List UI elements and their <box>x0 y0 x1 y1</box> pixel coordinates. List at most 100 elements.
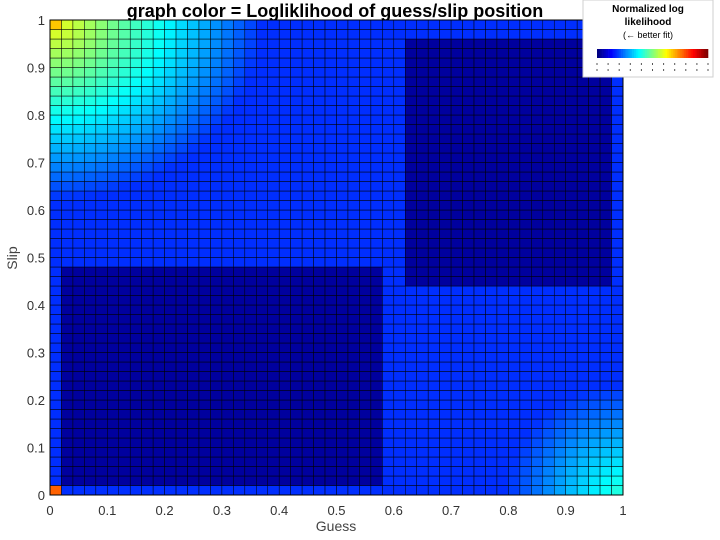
heatmap-cell <box>370 333 383 344</box>
heatmap-cell <box>95 95 108 106</box>
heatmap-cell <box>278 76 291 87</box>
heatmap-cell <box>336 276 349 287</box>
heatmap-cell <box>542 19 555 30</box>
heatmap-cell <box>347 162 360 173</box>
heatmap-cell <box>485 276 498 287</box>
heatmap-cell <box>553 105 566 116</box>
heatmap-cell <box>107 323 120 334</box>
heatmap-cell <box>588 447 601 458</box>
heatmap-cell <box>313 238 326 249</box>
heatmap-cell <box>519 399 532 410</box>
heatmap-cell <box>49 133 62 144</box>
heatmap-cell <box>531 323 544 334</box>
heatmap-cell <box>301 428 314 439</box>
heatmap-cell <box>462 390 475 401</box>
x-axis-label: Guess <box>316 518 356 534</box>
heatmap-cell <box>107 38 120 49</box>
heatmap-cell <box>496 466 509 477</box>
heatmap-cell <box>278 29 291 40</box>
heatmap-cell <box>256 67 268 78</box>
heatmap-cell <box>129 219 142 230</box>
heatmap-cell <box>347 437 360 448</box>
heatmap-cell <box>336 323 349 334</box>
heatmap-cell <box>393 314 406 325</box>
heatmap-cell <box>233 238 246 249</box>
heatmap-cell <box>324 48 337 59</box>
heatmap-cell <box>565 428 578 439</box>
heatmap-cell <box>359 323 372 334</box>
heatmap-cell <box>84 295 97 306</box>
legend-color-step <box>617 49 620 58</box>
heatmap-cell <box>485 371 498 382</box>
heatmap-cell <box>267 57 280 68</box>
heatmap-cell <box>427 333 440 344</box>
heatmap-cell <box>244 200 257 211</box>
heatmap-cell <box>542 67 555 78</box>
heatmap-cell <box>164 285 177 296</box>
legend-tick-mark <box>629 69 631 71</box>
heatmap-cell <box>61 105 74 116</box>
heatmap-cell <box>129 295 142 306</box>
heatmap-cell <box>49 19 62 30</box>
heatmap-cell <box>256 456 268 467</box>
heatmap-cell <box>439 19 452 30</box>
heatmap-cell <box>256 342 268 353</box>
heatmap-cell <box>278 390 291 401</box>
heatmap-cell <box>382 447 395 458</box>
heatmap-cell <box>439 428 452 439</box>
heatmap-cell <box>496 152 509 163</box>
heatmap-cell <box>49 276 62 287</box>
heatmap-cell <box>72 257 85 268</box>
heatmap-cell <box>576 228 589 239</box>
legend-color-step <box>682 49 685 58</box>
heatmap-cell <box>129 485 142 496</box>
heatmap-cell <box>267 114 280 125</box>
heatmap-cell <box>324 257 337 268</box>
heatmap-cell <box>61 437 74 448</box>
heatmap-cell <box>129 133 142 144</box>
heatmap-cell <box>95 361 108 372</box>
heatmap-cell <box>164 437 177 448</box>
heatmap-cell <box>565 485 578 496</box>
heatmap-cell <box>49 352 62 363</box>
heatmap-cell <box>118 114 131 125</box>
heatmap-cell <box>485 323 498 334</box>
heatmap-cell <box>382 29 395 40</box>
heatmap-cell <box>267 475 280 486</box>
heatmap-cell <box>542 437 555 448</box>
legend-color-step <box>687 49 690 58</box>
heatmap-cell <box>611 209 624 220</box>
heatmap-cell <box>221 209 234 220</box>
heatmap-cell <box>107 418 120 429</box>
heatmap-cell <box>439 409 452 420</box>
legend-color-step <box>604 49 607 58</box>
heatmap-cell <box>450 466 463 477</box>
heatmap-cell <box>244 390 257 401</box>
heatmap-cell <box>588 105 601 116</box>
heatmap-cell <box>198 456 211 467</box>
heatmap-cell <box>233 67 246 78</box>
heatmap-cell <box>496 409 509 420</box>
heatmap-cell <box>599 361 612 372</box>
heatmap-cell <box>221 76 234 87</box>
legend-tick-marks <box>596 63 709 71</box>
heatmap-cell <box>588 295 601 306</box>
heatmap-cell <box>290 266 303 277</box>
heatmap-cell <box>198 447 211 458</box>
heatmap-cell <box>542 276 555 287</box>
heatmap-cell <box>565 48 578 59</box>
heatmap-cell <box>519 409 532 420</box>
heatmap-cell <box>508 447 521 458</box>
heatmap-cell <box>450 209 463 220</box>
heatmap-cell <box>61 342 74 353</box>
heatmap-cell <box>210 323 223 334</box>
heatmap-cell <box>141 228 154 239</box>
heatmap-cell <box>611 418 624 429</box>
heatmap-cell <box>359 380 372 391</box>
heatmap-cell <box>405 162 417 173</box>
heatmap-cell <box>244 257 257 268</box>
heatmap-cell <box>496 456 509 467</box>
heatmap-cell <box>187 257 200 268</box>
heatmap-cell <box>107 171 120 182</box>
heatmap-cell <box>324 475 337 486</box>
